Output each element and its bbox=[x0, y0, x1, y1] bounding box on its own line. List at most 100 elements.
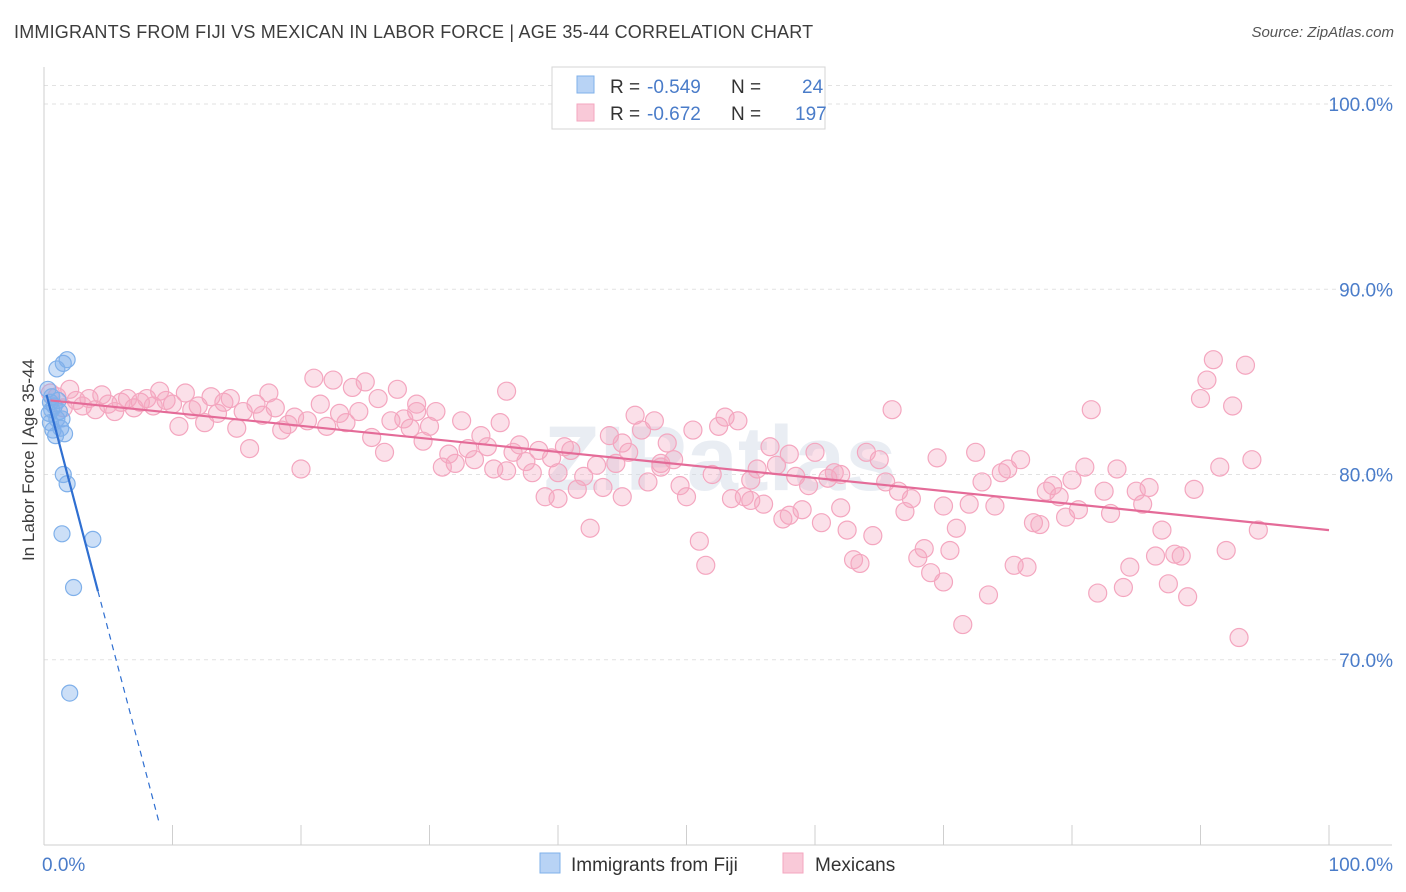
mexicans-point-138 bbox=[927, 448, 947, 468]
legend-n-value-fiji: 24 bbox=[802, 77, 824, 98]
mexicans-point-20 bbox=[169, 416, 189, 436]
mexicans-point-52 bbox=[374, 442, 395, 462]
mexicans-point-189 bbox=[741, 490, 761, 511]
mexicans-point-45 bbox=[329, 403, 350, 423]
mexicans-point-196 bbox=[548, 463, 568, 483]
fiji-trend-extension bbox=[97, 591, 161, 825]
mexicans-point-163 bbox=[1088, 583, 1108, 603]
mexicans-point-137 bbox=[921, 563, 941, 583]
mexicans-point-183 bbox=[1216, 540, 1236, 561]
mexicans-point-31 bbox=[240, 438, 260, 459]
mexicans-point-135 bbox=[908, 548, 928, 568]
mexicans-point-149 bbox=[998, 459, 1018, 479]
mexicans-point-164 bbox=[1094, 481, 1114, 501]
mexicans-point-54 bbox=[387, 379, 407, 399]
mexicans-point-159 bbox=[1062, 470, 1082, 490]
mexicans-point-194 bbox=[933, 496, 954, 516]
mexicans-point-147 bbox=[985, 496, 1005, 516]
mexicans-point-180 bbox=[1197, 370, 1217, 390]
bottom-legend-label-mexicans: Mexicans bbox=[815, 855, 895, 876]
mexicans-point-28 bbox=[220, 388, 240, 409]
mexicans-point-79 bbox=[548, 489, 568, 509]
y-tick-labels: 70.0% 80.0% 90.0% 100.0% bbox=[1329, 95, 1394, 672]
mexicans-point-118 bbox=[798, 476, 819, 496]
y-tick-label-3: 100.0% bbox=[1329, 95, 1394, 116]
mexicans-point-192 bbox=[612, 487, 632, 507]
mexicans-point-50 bbox=[362, 427, 382, 448]
mexicans-point-139 bbox=[933, 572, 954, 592]
mexicans-point-141 bbox=[946, 518, 966, 538]
mexicans-point-62 bbox=[439, 444, 459, 464]
mexicans-point-71 bbox=[497, 381, 517, 401]
legend-swatch-mexicans bbox=[576, 103, 595, 122]
legend-r-value-mexicans: -0.672 bbox=[647, 104, 701, 125]
mexicans-point-153 bbox=[1023, 513, 1044, 533]
mexicans-point-35 bbox=[265, 398, 285, 418]
mexicans-point-46 bbox=[336, 413, 356, 433]
mexicans-point-144 bbox=[966, 442, 986, 462]
mexicans-point-85 bbox=[586, 455, 607, 475]
y-tick-label-2: 90.0% bbox=[1339, 280, 1393, 301]
legend-n-label-mexicans: N = bbox=[731, 104, 761, 125]
mexicans-point-195 bbox=[779, 505, 799, 525]
mexicans-point-94 bbox=[644, 411, 664, 431]
mexicans-point-98 bbox=[670, 476, 690, 496]
chart-title: IMMIGRANTS FROM FIJI VS MEXICAN IN LABOR… bbox=[14, 22, 814, 42]
mexicans-point-17 bbox=[150, 381, 170, 401]
mexicans-point-8 bbox=[92, 385, 112, 405]
mexicans-point-185 bbox=[1229, 627, 1249, 648]
mexicans-point-136 bbox=[914, 539, 934, 559]
mexicans-point-102 bbox=[696, 555, 716, 575]
mexicans-point-3 bbox=[60, 379, 80, 399]
mexicans-point-73 bbox=[509, 435, 530, 455]
mexicans-point-187 bbox=[1242, 450, 1262, 470]
mexicans-point-131 bbox=[882, 400, 902, 420]
mexicans-point-84 bbox=[580, 518, 600, 538]
mexicans-point-177 bbox=[1178, 587, 1198, 607]
legend-swatch-fiji bbox=[576, 75, 595, 94]
mexicans-point-44 bbox=[323, 370, 343, 390]
mexicans-point-110 bbox=[747, 459, 767, 479]
mexicans-point-101 bbox=[689, 531, 709, 551]
mexicans-point-68 bbox=[477, 437, 497, 457]
mexicans-point-75 bbox=[522, 463, 542, 483]
mexicans-point-70 bbox=[490, 413, 510, 433]
mexicans-point-143 bbox=[959, 494, 979, 514]
mexicans-point-99 bbox=[676, 487, 697, 507]
y-axis-label: In Labor Force | Age 35-44 bbox=[19, 359, 38, 561]
fiji-point-18 bbox=[64, 578, 83, 597]
mexicans-point-39 bbox=[291, 459, 311, 479]
fiji-point-12 bbox=[58, 351, 76, 369]
mexicans-point-190 bbox=[497, 461, 517, 481]
mexicans-point-174 bbox=[1158, 574, 1178, 594]
mexicans-point-74 bbox=[516, 451, 536, 472]
mexicans-point-43 bbox=[317, 416, 337, 436]
mexicans-point-151 bbox=[1010, 450, 1031, 470]
mexicans-point-81 bbox=[561, 440, 581, 461]
mexicans-point-49 bbox=[355, 372, 375, 392]
fiji-point-19 bbox=[61, 684, 79, 702]
mexicans-point-32 bbox=[246, 394, 266, 414]
mexicans-point-166 bbox=[1107, 459, 1127, 479]
mexicans-point-170 bbox=[1133, 494, 1153, 514]
mexicans-point-5 bbox=[72, 396, 93, 416]
mexicans-point-41 bbox=[304, 368, 324, 388]
mexicans-points bbox=[40, 350, 1268, 648]
mexicans-point-104 bbox=[709, 416, 729, 436]
mexicans-point-21 bbox=[175, 383, 195, 403]
mexicans-point-57 bbox=[407, 394, 427, 414]
mexicans-point-128 bbox=[863, 526, 883, 546]
mexicans-point-181 bbox=[1203, 350, 1223, 370]
bottom-legend: Immigrants from Fiji Mexicans bbox=[539, 852, 895, 876]
mexicans-point-64 bbox=[452, 411, 472, 431]
mexicans-point-86 bbox=[593, 477, 613, 498]
mexicans-point-124 bbox=[837, 520, 857, 540]
x-tick-label-1: 100.0% bbox=[1329, 855, 1394, 876]
mexicans-point-162 bbox=[1081, 400, 1101, 420]
mexicans-point-120 bbox=[811, 513, 832, 533]
fiji-point-17 bbox=[84, 530, 102, 548]
mexicans-point-112 bbox=[760, 437, 780, 457]
mexicans-point-178 bbox=[1184, 479, 1204, 499]
legend-r-value-fiji: -0.549 bbox=[647, 77, 701, 98]
